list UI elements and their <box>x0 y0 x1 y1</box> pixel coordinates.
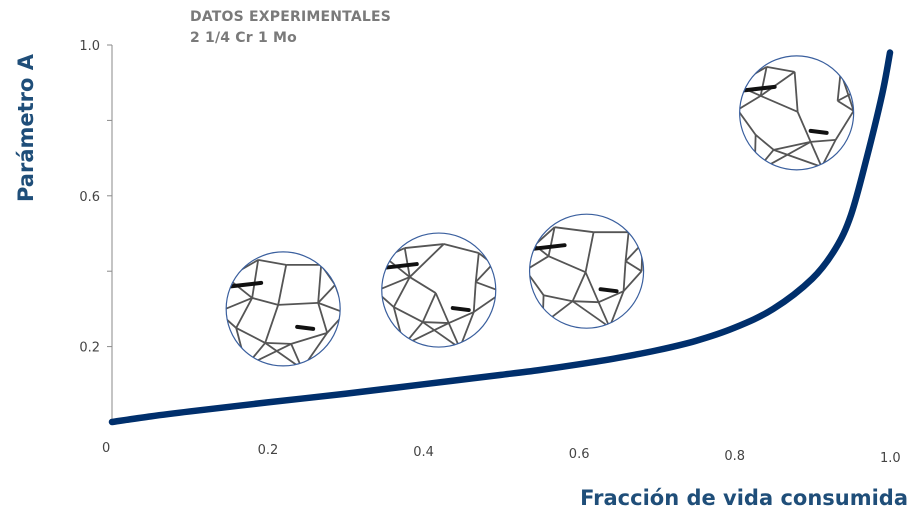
y-tick-label: 0.6 <box>79 190 100 205</box>
x-axis-title: Fracción de vida consumida <box>580 486 908 510</box>
micrograph <box>381 232 497 348</box>
x-tick-label: 0.2 <box>258 443 279 458</box>
series-layer <box>108 49 894 426</box>
micrographs <box>225 55 855 367</box>
series-line <box>108 49 894 426</box>
y-tick-label: 1.0 <box>79 39 100 54</box>
annotation-material: 2 1/4 Cr 1 Mo <box>190 30 297 46</box>
micrograph <box>528 213 645 329</box>
x-tick-label: 0 <box>102 441 110 456</box>
micrograph <box>739 55 855 171</box>
y-axis-title: Parámetro A <box>14 53 38 203</box>
tick-labels: 0.2 0.6 1.0 0 0.2 0.4 0.6 0.8 1.0 <box>79 39 900 466</box>
x-tick-label: 0.6 <box>569 447 590 462</box>
x-tick-label: 0.8 <box>724 449 745 464</box>
x-tick-label: 1.0 <box>880 451 901 466</box>
y-tick-label: 0.2 <box>79 341 100 356</box>
micrograph <box>225 251 341 367</box>
annotation-datos: DATOS EXPERIMENTALES <box>190 9 392 25</box>
axes <box>107 44 113 424</box>
x-tick-label: 0.4 <box>413 445 434 460</box>
